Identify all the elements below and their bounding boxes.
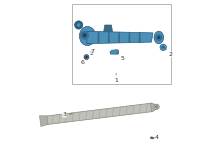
Text: 6: 6 — [81, 57, 85, 65]
Polygon shape — [98, 32, 100, 43]
Circle shape — [155, 106, 158, 108]
Ellipse shape — [90, 50, 93, 55]
Circle shape — [85, 56, 88, 58]
Text: 1: 1 — [114, 74, 118, 83]
Text: 3: 3 — [63, 112, 72, 117]
Text: 4: 4 — [152, 135, 159, 140]
Polygon shape — [87, 31, 153, 44]
Text: 7: 7 — [90, 49, 94, 54]
Polygon shape — [128, 32, 130, 43]
Polygon shape — [104, 25, 112, 32]
Circle shape — [163, 47, 164, 48]
Polygon shape — [110, 50, 119, 54]
Ellipse shape — [79, 26, 96, 46]
Circle shape — [84, 55, 89, 60]
Circle shape — [80, 31, 89, 40]
Circle shape — [83, 33, 86, 37]
Circle shape — [160, 44, 166, 51]
Ellipse shape — [153, 138, 154, 139]
Polygon shape — [118, 32, 120, 43]
Polygon shape — [151, 103, 157, 112]
Text: 2: 2 — [166, 49, 172, 57]
Polygon shape — [108, 32, 110, 43]
Polygon shape — [139, 32, 141, 43]
Circle shape — [157, 36, 160, 39]
Polygon shape — [44, 103, 153, 125]
Circle shape — [154, 104, 159, 109]
Ellipse shape — [150, 137, 153, 139]
Text: 5: 5 — [117, 52, 125, 61]
Circle shape — [155, 34, 162, 41]
Circle shape — [75, 21, 83, 29]
Ellipse shape — [154, 31, 164, 44]
Polygon shape — [40, 116, 48, 126]
Circle shape — [77, 23, 80, 27]
Circle shape — [162, 46, 165, 49]
